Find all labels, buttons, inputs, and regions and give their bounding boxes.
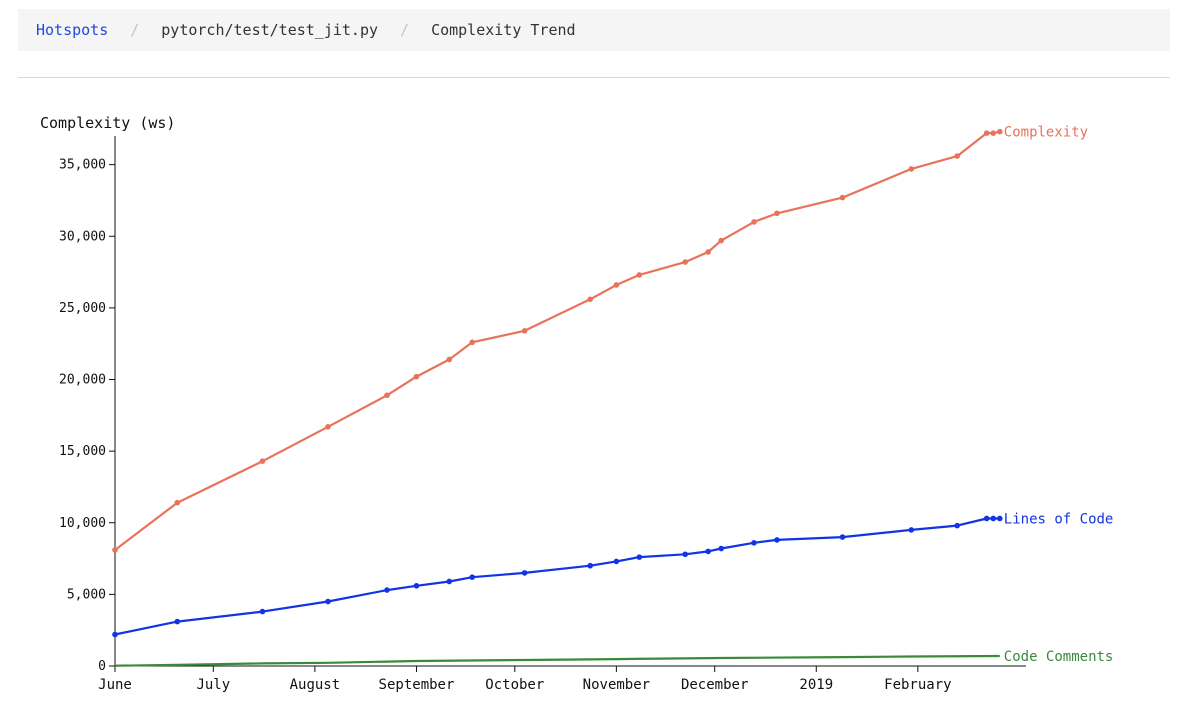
x-tick-label: September <box>379 677 455 693</box>
data-point-lines-of-code <box>259 608 266 615</box>
data-point-complexity <box>446 356 453 363</box>
complexity-trend-chart: Complexity (ws) 0 5,000 10,000 15,000 20,000… <box>40 114 1114 693</box>
y-tick-label: 20,000 <box>59 373 106 388</box>
data-point-complexity <box>613 282 620 288</box>
data-point-complexity <box>774 210 780 217</box>
series-complexity: Complexity <box>112 125 1088 553</box>
data-point-lines-of-code <box>705 548 711 555</box>
data-point-complexity <box>983 130 990 136</box>
y-tick-label: 5,000 <box>67 587 106 602</box>
series-line-complexity <box>114 130 1001 551</box>
series-label-lines-of-code: Lines of Code <box>1004 511 1114 527</box>
data-point-lines-of-code <box>613 558 620 565</box>
breadcrumb: Hotspots / pytorch/test/test_jit.py / Co… <box>18 9 1170 51</box>
data-point-lines-of-code <box>954 522 960 529</box>
data-point-lines-of-code <box>384 587 390 593</box>
data-point-complexity <box>325 423 331 430</box>
breadcrumb-hotspots-link[interactable]: Hotspots <box>36 21 109 39</box>
data-point-complexity <box>636 272 643 278</box>
data-point-complexity <box>259 458 266 464</box>
y-tick-label: 30,000 <box>59 229 106 244</box>
x-tick-label: July <box>196 677 230 693</box>
data-point-complexity <box>521 328 528 334</box>
data-point-complexity <box>469 339 475 346</box>
data-point-lines-of-code <box>718 545 725 552</box>
data-point-complexity <box>587 296 593 303</box>
data-point-lines-of-code <box>983 515 990 522</box>
data-point-lines-of-code <box>908 527 915 533</box>
header-divider <box>18 77 1170 78</box>
y-axis: 0 5,000 10,000 15,000 20,000 25,000 30,000 35,0… <box>59 136 116 674</box>
y-tick-label: 15,000 <box>59 444 106 459</box>
breadcrumb-separator: / <box>130 21 140 39</box>
data-point-complexity <box>990 130 997 136</box>
series-label-code-comments: Code Comments <box>1004 649 1114 665</box>
data-point-complexity <box>112 547 118 553</box>
data-point-complexity <box>839 194 846 201</box>
data-point-complexity <box>705 249 711 255</box>
data-point-complexity <box>682 259 688 265</box>
series-line-lines-of-code <box>114 517 1000 636</box>
series-label-complexity: Complexity <box>1004 125 1088 141</box>
series-line-code-comments <box>114 654 1000 667</box>
data-point-complexity <box>413 373 420 380</box>
x-tick-label: February <box>884 677 951 693</box>
data-point-lines-of-code <box>751 540 757 546</box>
y-tick-label: 25,000 <box>59 301 106 316</box>
breadcrumb-file-path: pytorch/test/test_jit.py <box>161 21 379 39</box>
data-point-lines-of-code <box>839 534 846 540</box>
x-tick-label: June <box>98 677 132 693</box>
y-tick-label: 0 <box>98 659 106 674</box>
series-layer: Complexity Lines of Code Code Comments <box>112 125 1114 667</box>
data-point-lines-of-code <box>774 537 780 543</box>
y-tick-label: 35,000 <box>59 158 106 173</box>
data-point-lines-of-code <box>413 582 420 589</box>
data-point-complexity <box>384 392 390 399</box>
breadcrumb-current-page: Complexity Trend <box>431 21 576 39</box>
data-point-lines-of-code <box>446 578 453 585</box>
data-point-lines-of-code <box>587 562 593 569</box>
y-axis-label: Complexity (ws) <box>40 114 175 132</box>
series-code-comments: Code Comments <box>114 649 1114 667</box>
x-tick-label: August <box>290 677 341 693</box>
data-point-complexity <box>174 499 181 506</box>
data-point-lines-of-code <box>174 618 181 625</box>
data-point-lines-of-code <box>325 598 331 605</box>
y-tick-label: 10,000 <box>59 516 106 531</box>
data-point-complexity <box>718 237 725 244</box>
x-axis: June July August September October November De… <box>98 665 1026 693</box>
data-point-complexity <box>954 153 960 159</box>
x-tick-label: November <box>583 677 650 693</box>
x-tick-label: 2019 <box>799 677 833 693</box>
data-point-lines-of-code <box>521 570 528 576</box>
x-tick-label: October <box>485 677 544 693</box>
data-point-lines-of-code <box>636 554 643 560</box>
data-point-complexity <box>996 128 1003 135</box>
series-lines-of-code: Lines of Code <box>112 511 1114 638</box>
data-point-complexity <box>908 166 915 172</box>
data-point-lines-of-code <box>469 574 475 580</box>
x-tick-label: December <box>681 677 748 693</box>
data-point-lines-of-code <box>996 515 1003 522</box>
data-point-lines-of-code <box>682 551 688 558</box>
data-point-lines-of-code <box>990 515 997 522</box>
breadcrumb-separator: / <box>400 21 410 39</box>
data-point-complexity <box>751 219 757 225</box>
data-point-lines-of-code <box>112 631 118 638</box>
